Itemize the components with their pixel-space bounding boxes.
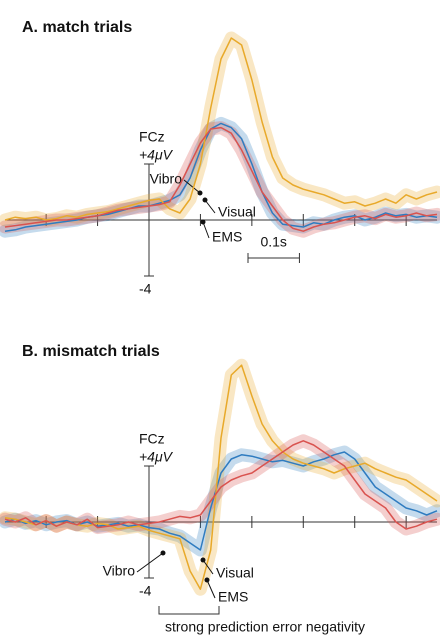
series-line — [4, 440, 438, 530]
callout-dot — [197, 190, 203, 196]
callout-dot — [200, 557, 206, 563]
callout-line — [202, 559, 214, 575]
series-line — [4, 37, 438, 221]
y-axis-label: FCz — [139, 431, 165, 447]
series-line — [4, 122, 438, 232]
callout-dot — [204, 577, 210, 583]
callout-dot — [160, 550, 166, 556]
callout-line — [204, 199, 216, 214]
scale-bar-label: 0.1s — [260, 234, 286, 250]
series-line — [4, 126, 438, 232]
callout-dot — [200, 219, 206, 225]
series-label: Vibro — [103, 563, 136, 579]
callout-line — [202, 221, 210, 239]
y-tick-label: -4 — [139, 281, 152, 297]
y-tick-label: +4μV — [139, 449, 174, 465]
series-label: EMS — [212, 229, 242, 245]
y-axis-label: FCz — [139, 129, 165, 145]
bracket — [158, 606, 220, 615]
annotation: strong prediction error negativity — [165, 619, 365, 635]
series-label: Vibro — [150, 171, 183, 187]
callout-dot — [202, 197, 208, 203]
callout-line — [183, 179, 201, 194]
series-label: Visual — [216, 565, 254, 581]
y-tick-label: -4 — [139, 583, 152, 599]
series-label: EMS — [218, 589, 248, 605]
panel-title: B. mismatch trials — [22, 343, 160, 360]
panel-title: A. match trials — [22, 19, 132, 36]
series-label: Visual — [218, 204, 256, 220]
callout-line — [136, 552, 164, 573]
y-tick-label: +4μV — [139, 147, 174, 163]
callout-line — [206, 579, 216, 599]
